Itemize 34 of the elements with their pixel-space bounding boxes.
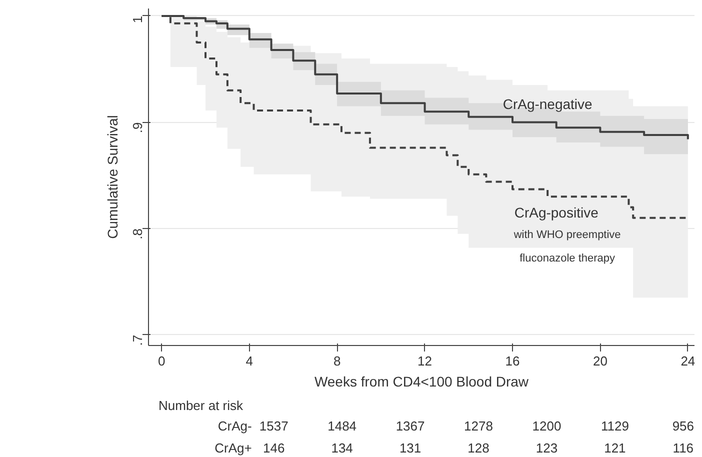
y-tick-label: 1 bbox=[130, 16, 145, 24]
annotation: with WHO preemptive bbox=[512, 228, 621, 241]
text: 134 bbox=[331, 440, 353, 456]
text: 116 bbox=[672, 440, 694, 456]
text: 956 bbox=[672, 418, 694, 434]
x-tick-label: 4 bbox=[246, 354, 253, 368]
x-tick-label: 12 bbox=[418, 354, 432, 368]
annotation: fluconazole therapy bbox=[520, 252, 616, 264]
text: 146 bbox=[263, 440, 285, 456]
text: 1367 bbox=[396, 418, 425, 434]
y-tick-label: .7 bbox=[130, 334, 145, 346]
x-tick-label: 24 bbox=[680, 354, 696, 368]
text: 1278 bbox=[464, 418, 493, 434]
text: 123 bbox=[536, 440, 558, 456]
x-tick-label: 8 bbox=[333, 354, 341, 368]
y-axis-title: Cumulative Survival bbox=[104, 115, 120, 239]
y-tick-label: .9 bbox=[130, 122, 145, 134]
text: 1484 bbox=[328, 418, 357, 434]
y-tick-label: .8 bbox=[130, 228, 145, 240]
text: 1200 bbox=[532, 418, 562, 434]
x-tick-label: 0 bbox=[158, 354, 166, 368]
x-tick-label: 20 bbox=[592, 354, 608, 368]
series-label: CrAg-negative bbox=[502, 96, 593, 112]
series-label: CrAg-positive bbox=[514, 204, 599, 221]
text: 121 bbox=[604, 440, 626, 456]
x-axis-title: Weeks from CD4<100 Blood Draw bbox=[314, 374, 530, 390]
text: CrAg- bbox=[218, 418, 252, 434]
text: 128 bbox=[468, 440, 490, 456]
text: 1129 bbox=[600, 418, 629, 434]
text: CrAg+ bbox=[214, 440, 252, 456]
text: 131 bbox=[399, 440, 422, 456]
text: 1537 bbox=[259, 418, 288, 434]
x-tick-label: 16 bbox=[505, 354, 520, 368]
text: Number at risk bbox=[158, 398, 244, 413]
